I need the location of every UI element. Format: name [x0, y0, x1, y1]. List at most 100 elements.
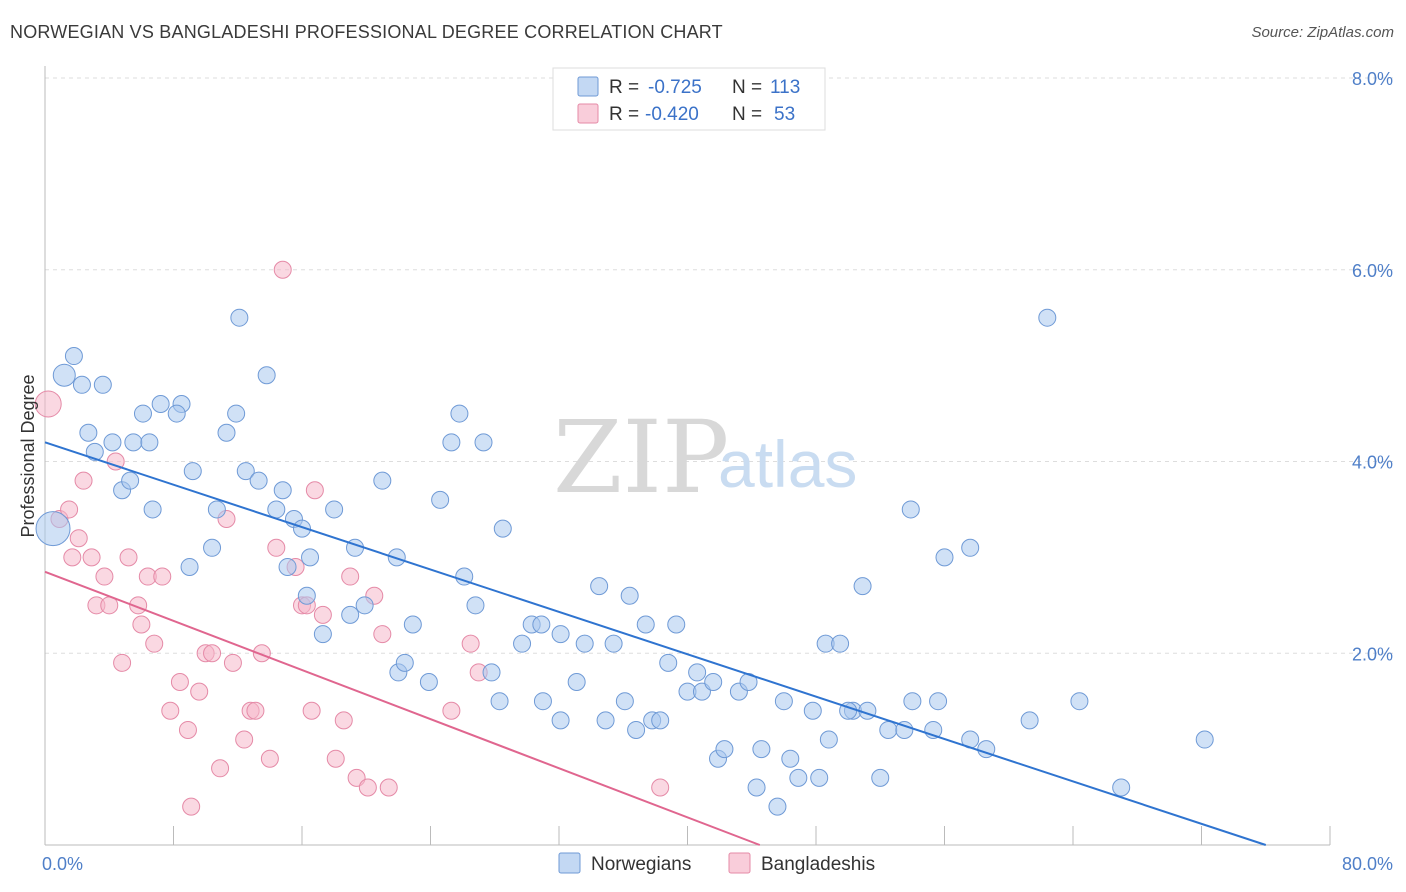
point-norwegians — [124, 433, 143, 452]
y-axis-label: Professional Degree — [18, 374, 38, 537]
point-bangladeshis — [273, 260, 292, 279]
point-norwegians — [636, 615, 655, 634]
point-norwegians — [620, 586, 639, 605]
point-norwegians — [615, 692, 634, 711]
y-tick-label: 2.0% — [1352, 644, 1393, 664]
point-norwegians — [532, 615, 551, 634]
legend-r-value-2: -0.420 — [645, 104, 699, 125]
point-bangladeshis — [190, 682, 209, 701]
point-norwegians — [935, 548, 954, 567]
watermark-atlas: atlas — [718, 427, 857, 501]
point-norwegians — [72, 375, 91, 394]
point-norwegians — [810, 768, 829, 787]
point-bangladeshis — [260, 749, 279, 768]
point-bangladeshis — [203, 644, 222, 663]
point-norwegians — [236, 462, 255, 481]
point-bangladeshis — [63, 548, 82, 567]
point-norwegians — [853, 577, 872, 596]
watermark-zip: ZIP — [553, 399, 729, 516]
trend-lines — [44, 441, 1267, 846]
point-bangladeshis — [69, 529, 88, 548]
point-bangladeshis — [373, 625, 392, 644]
point-bangladeshis — [305, 481, 324, 500]
point-norwegians — [133, 404, 152, 423]
point-bangladeshis — [223, 653, 242, 672]
x-tick-label: 0.0% — [42, 854, 83, 874]
point-norwegians — [64, 347, 83, 366]
point-norwegians — [715, 740, 734, 759]
point-bangladeshis — [358, 778, 377, 797]
point-bangladeshis — [313, 605, 332, 624]
legend-n-value-1: 113 — [770, 77, 800, 98]
point-bangladeshis — [379, 778, 398, 797]
point-bangladeshis — [161, 701, 180, 720]
point-norwegians — [301, 548, 320, 567]
point-norwegians — [207, 500, 226, 519]
point-norwegians — [1195, 730, 1214, 749]
legend-r-value-1: -0.725 — [648, 77, 702, 98]
point-norwegians — [35, 511, 71, 547]
point-bangladeshis — [302, 701, 321, 720]
point-bangladeshis — [334, 711, 353, 730]
point-norwegians — [267, 500, 286, 519]
point-norwegians — [466, 596, 485, 615]
point-bangladeshis — [461, 634, 480, 653]
point-bangladeshis — [178, 720, 197, 739]
point-norwegians — [203, 538, 222, 557]
series-legend: Norwegians Bangladeshis — [558, 852, 875, 875]
point-norwegians — [768, 797, 787, 816]
y-tick-label: 4.0% — [1352, 453, 1393, 473]
bottom-legend-norwegians: Norwegians — [591, 854, 691, 875]
point-bangladeshis — [651, 778, 670, 797]
point-norwegians — [121, 471, 140, 490]
watermark: ZIP atlas — [553, 399, 857, 516]
point-norwegians — [293, 519, 311, 538]
point-bangladeshis — [34, 390, 62, 418]
legend-r-label-1: R = — [609, 77, 639, 98]
point-norwegians — [704, 673, 723, 692]
point-norwegians — [651, 711, 670, 730]
point-norwegians — [627, 720, 646, 739]
point-norwegians — [474, 433, 493, 452]
point-norwegians — [52, 363, 76, 387]
point-norwegians — [355, 596, 374, 615]
point-norwegians — [230, 308, 249, 327]
point-norwegians — [450, 404, 469, 423]
point-norwegians — [1020, 711, 1039, 730]
axes — [44, 66, 1331, 846]
point-bangladeshis — [95, 567, 114, 586]
point-norwegians — [1112, 778, 1131, 797]
point-bangladeshis — [113, 653, 132, 672]
point-bangladeshis — [145, 634, 164, 653]
bottom-legend-swatch-norwegians — [558, 852, 581, 874]
y-tick-label: 8.0% — [1352, 69, 1393, 89]
point-norwegians — [143, 500, 162, 519]
point-norwegians — [533, 692, 552, 711]
point-bangladeshis — [119, 548, 138, 567]
point-bangladeshis — [106, 452, 125, 471]
tick-labels: 2.0% 4.0% 6.0% 8.0% 0.0% 80.0% — [42, 69, 1393, 874]
source-credit: Source: ZipAtlas.com — [1251, 24, 1394, 41]
gridlines — [45, 77, 1393, 654]
point-norwegians — [895, 720, 914, 739]
point-norwegians — [493, 519, 512, 538]
point-norwegians — [667, 615, 686, 634]
point-bangladeshis — [60, 500, 79, 519]
point-bangladeshis — [211, 759, 230, 778]
point-norwegians — [903, 692, 922, 711]
point-norwegians — [180, 557, 199, 576]
x-tick-label: 80.0% — [1342, 854, 1393, 874]
trend-line-bangladeshis — [44, 570, 761, 846]
point-norwegians — [659, 653, 678, 672]
legend-n-label-1: N = — [732, 77, 762, 98]
point-norwegians — [313, 625, 332, 644]
point-bangladeshis — [326, 749, 345, 768]
point-norwegians — [879, 720, 898, 739]
point-bangladeshis — [170, 673, 189, 692]
point-norwegians — [604, 634, 623, 653]
point-bangladeshis — [74, 471, 93, 490]
point-norwegians — [1070, 692, 1089, 711]
legend-n-label-2: N = — [732, 104, 762, 125]
point-norwegians — [140, 433, 159, 452]
point-norwegians — [103, 433, 122, 452]
